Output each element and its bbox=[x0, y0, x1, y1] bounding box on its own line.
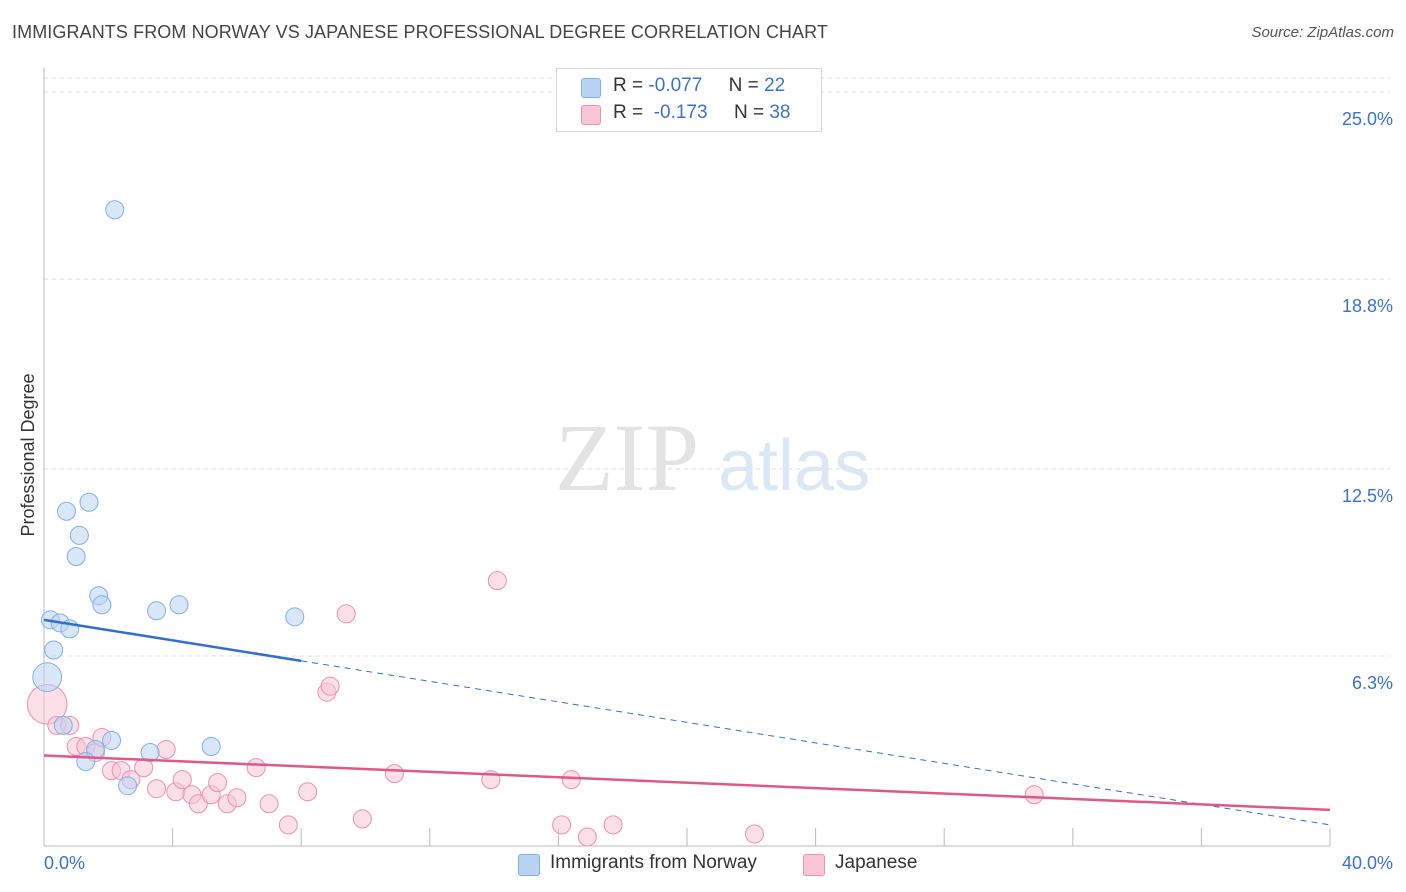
legend-n-value: 22 bbox=[764, 75, 786, 96]
japanese-point bbox=[259, 794, 279, 814]
y-tick-label: 12.5% bbox=[1342, 486, 1393, 506]
norway-point bbox=[92, 595, 112, 615]
japanese-point bbox=[561, 770, 581, 790]
japanese-point bbox=[384, 764, 404, 784]
norway-point bbox=[147, 601, 167, 621]
japanese-point bbox=[603, 815, 623, 835]
legend-r-label: R = bbox=[613, 102, 644, 123]
norway-point bbox=[57, 501, 77, 521]
japanese-point bbox=[246, 758, 266, 778]
watermark-zip: ZIP bbox=[555, 404, 699, 511]
norway-point bbox=[79, 492, 99, 512]
norway-trend-extension bbox=[301, 660, 1331, 826]
japanese-point bbox=[336, 604, 356, 624]
chart-title: IMMIGRANTS FROM NORWAY VS JAPANESE PROFE… bbox=[12, 22, 828, 42]
japanese-point bbox=[227, 788, 247, 808]
norway-points bbox=[32, 200, 305, 796]
chart-source: Source: ZipAtlas.com bbox=[1251, 24, 1394, 41]
japanese-point bbox=[320, 676, 340, 696]
japanese-point bbox=[1024, 785, 1044, 805]
legend-r-value: -0.173 bbox=[653, 102, 708, 123]
y-tick-label: 6.3% bbox=[1352, 673, 1393, 693]
x-tick-label-min: 0.0% bbox=[44, 853, 85, 873]
japanese-point bbox=[552, 815, 572, 835]
bottom-legend-swatch-japanese bbox=[803, 854, 825, 876]
japanese-point bbox=[147, 779, 167, 799]
x-tick-label-max: 40.0% bbox=[1342, 853, 1393, 873]
y-tick-label: 18.8% bbox=[1342, 296, 1393, 316]
japanese-point bbox=[188, 794, 208, 814]
bottom-legend-label-japanese: Japanese bbox=[835, 852, 918, 873]
norway-point bbox=[44, 640, 64, 660]
y-tick-label: 25.0% bbox=[1342, 109, 1393, 129]
norway-point bbox=[140, 743, 160, 763]
legend-n-label: N = bbox=[733, 102, 765, 123]
norway-point bbox=[105, 200, 125, 220]
legend-swatch-norway bbox=[581, 78, 601, 98]
norway-trend-line bbox=[43, 618, 302, 663]
japanese-point bbox=[156, 740, 176, 760]
norway-point bbox=[32, 662, 63, 693]
norway-point bbox=[76, 752, 96, 772]
japanese-point bbox=[352, 809, 372, 829]
legend-r-value: -0.077 bbox=[648, 75, 703, 96]
norway-point bbox=[201, 736, 221, 756]
japanese-point bbox=[278, 815, 298, 835]
norway-point bbox=[285, 607, 305, 627]
legend-n-label: N = bbox=[728, 75, 759, 96]
japanese-point bbox=[172, 770, 192, 790]
bottom-legend-swatch-norway bbox=[518, 854, 540, 876]
norway-point bbox=[69, 525, 89, 545]
legend-r-label: R = bbox=[613, 75, 644, 96]
norway-point bbox=[169, 595, 189, 615]
norway-point bbox=[102, 730, 122, 750]
y-axis-label: Professional Degree bbox=[18, 373, 38, 536]
norway-point bbox=[66, 547, 86, 567]
watermark-atlas: atlas bbox=[718, 426, 870, 506]
japanese-point bbox=[298, 782, 318, 802]
japanese-point bbox=[745, 824, 765, 844]
norway-point bbox=[118, 776, 138, 796]
japanese-point bbox=[577, 827, 597, 847]
norway-point bbox=[53, 715, 73, 735]
japanese-point bbox=[208, 773, 228, 793]
y-tick-labels: 6.3% 12.5% 18.8% 25.0% bbox=[1342, 109, 1393, 693]
japanese-trend-line bbox=[43, 754, 1331, 812]
legend-swatch-japanese bbox=[581, 105, 601, 125]
japanese-point bbox=[487, 571, 507, 591]
legend-n-value: 38 bbox=[769, 102, 791, 123]
trend-lines bbox=[43, 618, 1331, 826]
bottom-legend-label-norway: Immigrants from Norway bbox=[550, 852, 757, 873]
correlation-legend: R = -0.077 N = 22 R = -0.173 N = 38 bbox=[556, 68, 822, 132]
gridlines bbox=[44, 77, 1390, 657]
